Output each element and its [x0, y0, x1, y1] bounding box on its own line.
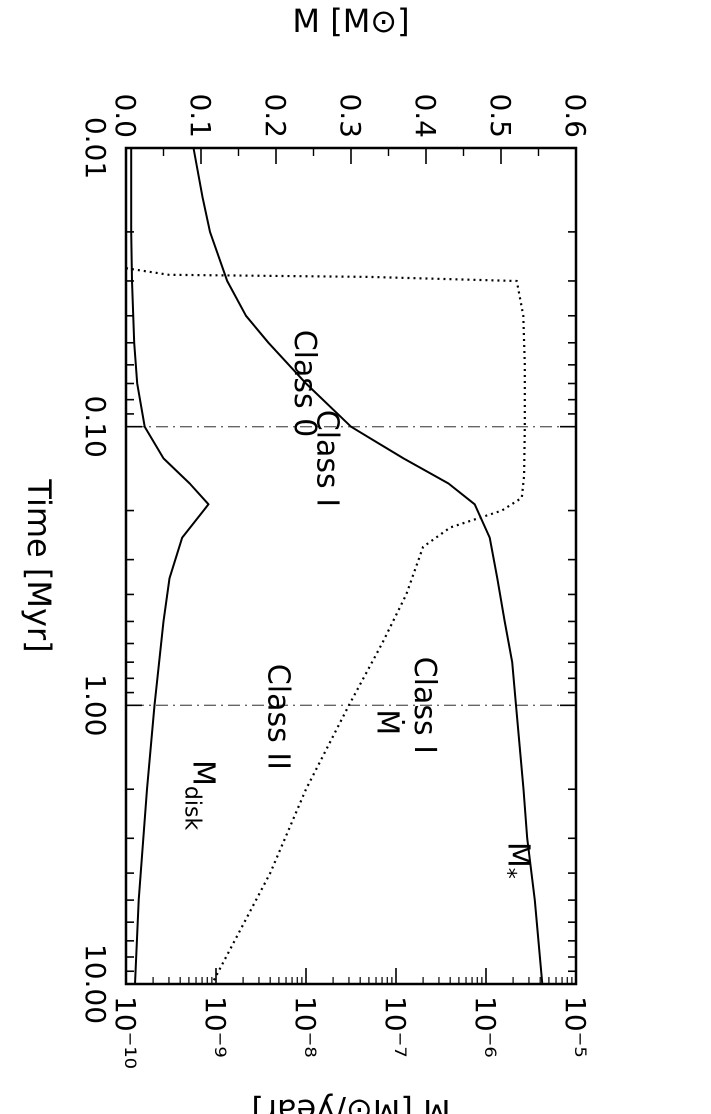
annotation-label: Class I	[407, 657, 442, 754]
x-axis-label: Time [Myr]	[20, 478, 58, 652]
y-tick-label-left: 0.4	[409, 93, 442, 138]
series-line	[130, 148, 210, 985]
y-tick-label-left: 0.1	[184, 93, 217, 138]
y-tick-label-right: 10⁻⁸	[289, 996, 322, 1058]
y-axis-label-left: M [M⊙]	[292, 2, 409, 40]
y-tick-label-right: 10⁻¹⁰	[109, 996, 142, 1069]
series-line	[125, 267, 526, 985]
y-tick-label-right: 10⁻⁷	[379, 996, 412, 1058]
y-tick-label-left: 0.5	[484, 93, 517, 138]
annotation-label: Mdisk	[180, 760, 221, 830]
annotation-label: Class 0	[287, 330, 322, 438]
x-tick-label: 1.00	[79, 674, 112, 736]
y-tick-label-left: 0.0	[109, 93, 142, 138]
annotation-label: Class I	[309, 410, 344, 507]
y-tick-label-right: 10⁻⁹	[199, 996, 232, 1058]
y-axis-label-right: Ṁ [M⊙/year]	[251, 1092, 450, 1114]
annotation-label: Ṁ	[369, 709, 405, 735]
annotation-label: M*	[495, 842, 536, 879]
x-tick-label: 0.01	[79, 117, 112, 179]
y-tick-label-left: 0.2	[259, 93, 292, 138]
y-tick-label-left: 0.6	[559, 93, 592, 138]
x-tick-label: 0.10	[79, 395, 112, 457]
y-tick-label-right: 10⁻⁵	[559, 996, 592, 1058]
y-tick-label-left: 0.3	[334, 93, 367, 138]
series-line	[192, 147, 544, 985]
x-tick-label: 10.00	[79, 944, 112, 1024]
annotation-label: Class II	[261, 664, 296, 770]
y-tick-label-right: 10⁻⁶	[469, 996, 502, 1058]
